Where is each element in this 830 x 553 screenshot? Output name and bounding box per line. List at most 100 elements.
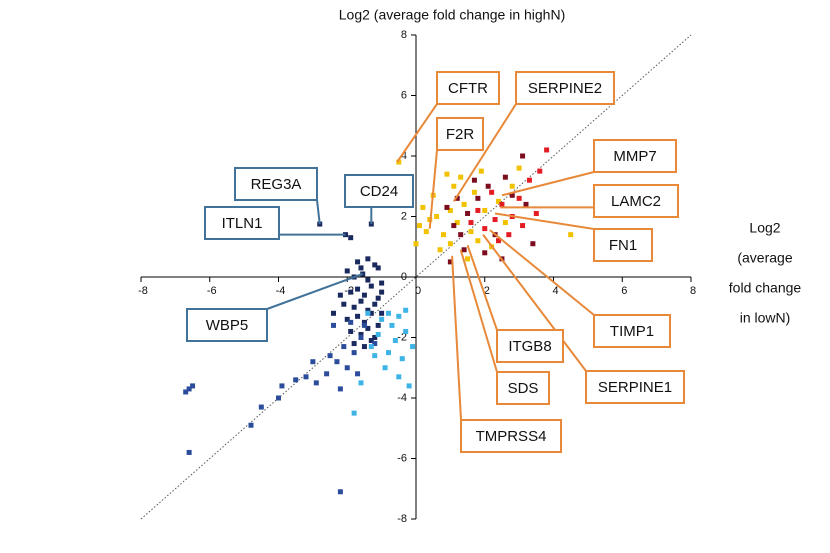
point <box>379 289 385 295</box>
point <box>537 168 543 174</box>
point <box>447 207 453 213</box>
point <box>365 307 371 313</box>
point <box>454 220 460 226</box>
point <box>461 247 467 253</box>
point <box>478 168 484 174</box>
point <box>348 319 354 325</box>
point <box>568 232 574 238</box>
point <box>516 165 522 171</box>
point <box>465 256 471 262</box>
annotation-label: F2R <box>446 126 475 143</box>
point <box>361 292 367 298</box>
label-box <box>460 419 562 453</box>
point <box>403 328 409 334</box>
point <box>358 380 364 386</box>
point <box>502 220 508 226</box>
point <box>458 232 464 238</box>
point <box>368 310 374 316</box>
point <box>482 207 488 213</box>
point <box>358 298 364 304</box>
point <box>183 389 189 395</box>
point <box>506 232 512 238</box>
point <box>372 301 378 307</box>
point <box>520 153 526 159</box>
y-tick-label: 8 <box>401 29 407 41</box>
point <box>368 283 374 289</box>
point <box>516 195 522 201</box>
point <box>386 310 391 316</box>
label-box <box>585 370 685 404</box>
point <box>410 344 416 350</box>
point <box>520 223 526 229</box>
point <box>258 404 264 410</box>
y-tick-label: -6 <box>397 452 407 464</box>
point <box>475 195 481 201</box>
point <box>331 322 336 328</box>
point <box>186 386 192 392</box>
annotation-label: TIMP1 <box>610 323 654 340</box>
point <box>496 198 501 204</box>
leader-line <box>459 249 498 373</box>
point <box>533 210 539 216</box>
annotation-label: ITGB8 <box>508 338 551 355</box>
y-tick-label: 0 <box>401 271 407 283</box>
point <box>458 174 464 180</box>
point <box>379 280 385 286</box>
x-tick-label: 2 <box>484 285 490 297</box>
label-box <box>593 228 653 262</box>
point <box>365 256 371 262</box>
point <box>523 201 529 207</box>
point <box>313 380 319 386</box>
annotation-label: SDS <box>508 380 539 397</box>
point <box>451 183 457 189</box>
point <box>248 422 254 428</box>
point <box>303 374 309 380</box>
point <box>461 201 467 207</box>
label-box <box>186 308 268 342</box>
x-tick-label: 8 <box>690 285 696 297</box>
point <box>413 241 419 247</box>
point <box>509 183 515 189</box>
point <box>375 265 381 271</box>
point <box>344 365 350 371</box>
point <box>331 310 336 316</box>
point <box>348 328 354 334</box>
point <box>471 189 477 195</box>
x-axis-title: in lowN) <box>740 310 791 326</box>
label-box <box>593 184 679 218</box>
leader-line <box>466 244 498 331</box>
point <box>310 359 316 365</box>
point <box>482 226 488 232</box>
point <box>482 250 488 256</box>
point <box>365 325 371 331</box>
point <box>434 214 440 219</box>
annotation-label: CFTR <box>448 80 488 97</box>
point <box>499 201 505 207</box>
point <box>441 232 446 238</box>
annotation-label: MMP7 <box>613 148 656 165</box>
point <box>186 449 192 455</box>
point <box>382 365 388 371</box>
point <box>447 259 453 265</box>
point <box>337 489 343 495</box>
point <box>465 210 471 216</box>
point <box>492 217 498 223</box>
point <box>348 235 354 241</box>
point <box>293 377 299 383</box>
point <box>526 177 532 183</box>
point <box>379 316 385 322</box>
point <box>355 259 361 265</box>
point <box>375 295 381 301</box>
x-tick-label: 0 <box>415 285 421 297</box>
point <box>372 353 378 359</box>
point <box>334 359 340 365</box>
point <box>423 229 429 235</box>
point <box>530 241 536 247</box>
x-tick-label: -8 <box>138 285 148 297</box>
point <box>396 159 402 165</box>
label-box <box>204 206 280 240</box>
point <box>489 189 495 195</box>
point <box>396 374 402 380</box>
label-box <box>436 117 484 151</box>
point <box>444 204 450 210</box>
